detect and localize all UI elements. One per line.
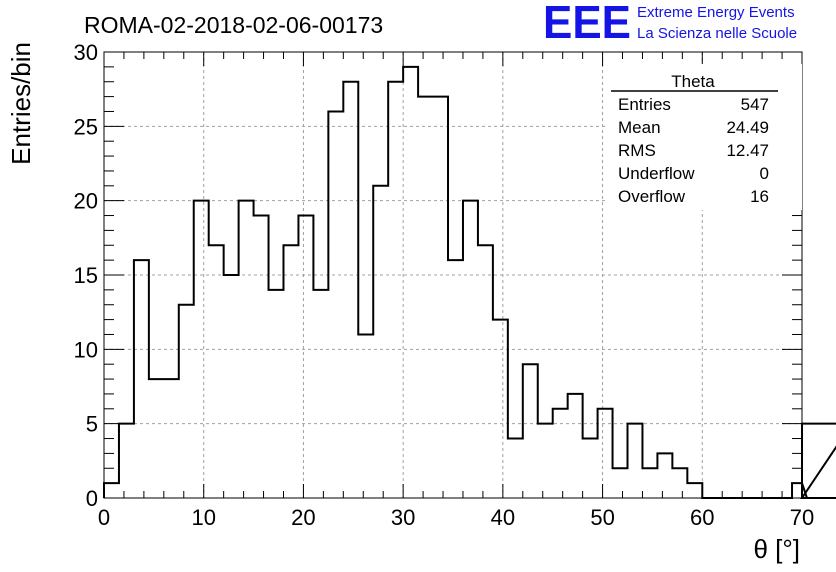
chart-title: ROMA-02-2018-02-06-00173 — [84, 12, 383, 38]
histogram-bin — [358, 334, 373, 498]
histogram-bin — [179, 305, 194, 498]
stats-row-label: Underflow — [618, 164, 695, 183]
histogram-bin — [523, 364, 538, 498]
histogram-bin — [134, 260, 149, 498]
y-tick-label: 20 — [74, 189, 98, 214]
histogram-bin — [254, 216, 269, 498]
stats-row-label: RMS — [618, 141, 656, 160]
stats-box: Theta Entries 547 Mean 24.49 RMS 12.47 U… — [606, 64, 802, 210]
y-tick-label: 15 — [74, 263, 98, 288]
stats-row-label: Entries — [618, 95, 671, 114]
histogram-bin — [657, 453, 672, 498]
histogram-bin — [478, 245, 493, 498]
histogram-bin — [209, 245, 224, 498]
histogram-bin — [119, 424, 134, 498]
histogram-bin — [328, 111, 343, 498]
stats-row-value: 24.49 — [726, 118, 769, 137]
histogram-bin — [672, 468, 687, 498]
x-tick-labels: 0 10 20 30 40 50 60 70 — [98, 505, 814, 530]
y-tick-label: 0 — [86, 486, 98, 511]
x-tick-label: 10 — [191, 505, 215, 530]
y-axis-label: Entries/bin — [6, 42, 36, 165]
histogram-bin — [343, 82, 358, 498]
histogram-bin — [373, 186, 388, 498]
histogram-bin — [164, 379, 179, 498]
histogram-bin — [508, 439, 523, 498]
stats-row-label: Mean — [618, 118, 661, 137]
histogram-bin — [104, 483, 119, 498]
x-tick-label: 20 — [291, 505, 315, 530]
x-tick-label: 70 — [790, 505, 814, 530]
histogram-bin — [283, 245, 298, 498]
logo-line-1: Extreme Energy Events — [637, 4, 795, 21]
histogram-bin — [538, 424, 553, 498]
histogram-bin — [568, 394, 583, 498]
x-axis-label: θ [°] — [753, 534, 800, 564]
histogram-bin — [493, 320, 508, 498]
histogram-bin — [598, 409, 613, 498]
y-tick-labels: 0 5 10 15 20 25 30 — [74, 40, 98, 511]
stats-box-background — [606, 64, 802, 210]
stats-row-value: 16 — [750, 187, 769, 206]
histogram-bin — [553, 409, 568, 498]
x-tick-label: 0 — [98, 505, 110, 530]
histogram-bin — [269, 290, 284, 498]
y-tick-label: 5 — [86, 412, 98, 437]
histogram-bin — [448, 260, 463, 498]
histogram-bin — [583, 439, 598, 498]
histogram-bin — [463, 201, 478, 498]
histogram-bin — [433, 97, 448, 498]
x-tick-label: 40 — [491, 505, 515, 530]
x-tick-label: 60 — [690, 505, 714, 530]
histogram-bin — [613, 468, 628, 498]
stats-box-name: Theta — [671, 72, 715, 91]
y-tick-label: 30 — [74, 40, 98, 65]
histogram-bin — [628, 424, 643, 498]
histogram-bin — [388, 82, 403, 498]
axis-ticks — [103, 51, 803, 499]
histogram-bin — [149, 379, 164, 498]
y-tick-label: 10 — [74, 337, 98, 362]
histogram-bin — [224, 275, 239, 498]
grid-lines — [104, 52, 802, 498]
histogram-bin — [239, 201, 254, 498]
histogram-bin — [418, 97, 433, 498]
x-tick-label: 50 — [590, 505, 614, 530]
stats-row-value: 0 — [760, 164, 769, 183]
logo-mark: EEE — [543, 0, 631, 48]
histogram-bin — [642, 468, 657, 498]
histogram-bin — [792, 483, 802, 498]
histogram-bin — [687, 483, 702, 498]
logo-line-2: La Scienza nelle Scuole — [637, 25, 797, 42]
histogram-bin — [403, 67, 418, 498]
stats-row-label: Overflow — [618, 187, 686, 206]
stats-row-value: 12.47 — [726, 141, 769, 160]
y-tick-label: 25 — [74, 114, 98, 139]
histogram-bin — [194, 201, 209, 498]
eee-logo: EEE Extreme Energy Events La Scienza nel… — [543, 0, 797, 48]
stats-row-value: 547 — [741, 95, 769, 114]
x-tick-label: 30 — [391, 505, 415, 530]
histogram-bin — [298, 216, 313, 498]
histogram-bin — [313, 290, 328, 498]
